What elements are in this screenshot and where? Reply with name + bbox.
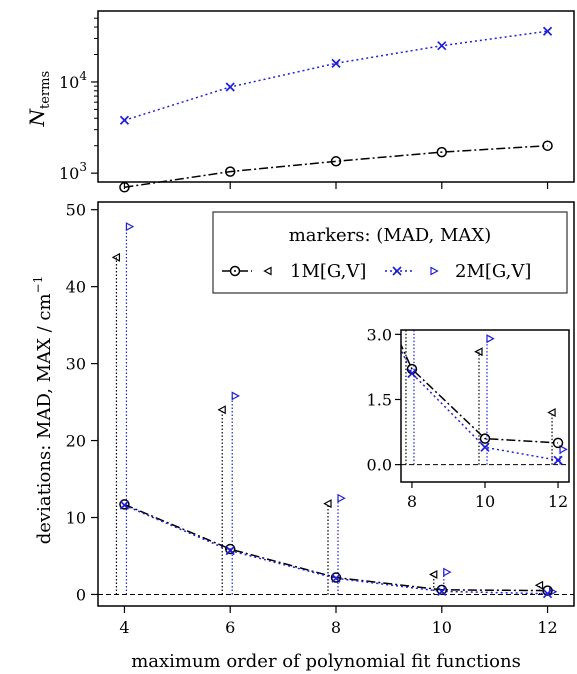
main-1M-max-marker [217, 405, 226, 415]
inset-1M-max-marker [474, 347, 483, 357]
main-ytick-label: 40 [66, 278, 86, 297]
legend-1M-label: 1M[G,V] [290, 261, 366, 282]
inset-2M-mad-marker [553, 455, 563, 465]
top-2M-marker [119, 115, 130, 125]
inset-1M-mad-line [401, 343, 559, 444]
main-1M-mad-marker [436, 584, 448, 596]
inset-2M-max-marker [486, 334, 495, 344]
legend-title: markers: (MAD, MAX) [289, 225, 492, 246]
main-1M-mad-marker [224, 543, 236, 555]
top-series-1M-line [124, 144, 548, 189]
main-ytick-label: 10 [66, 509, 86, 528]
main-xtick-label: 12 [537, 618, 557, 637]
main-2M-max-marker [125, 222, 135, 232]
legend-2M-label: 2M[G,V] [455, 261, 531, 282]
main-ytick-label: 30 [66, 355, 86, 374]
main-ytick-label: 20 [66, 432, 86, 451]
main-axes-frame [97, 201, 575, 607]
inset-axes-frame [400, 329, 570, 483]
inset-xtick-label: 8 [407, 492, 417, 511]
inset-ytick-label: 3.0 [367, 325, 392, 344]
legend-1M-triangle-marker [263, 266, 272, 276]
main-1M-max-marker [429, 569, 438, 579]
inset-2M-max-marker [559, 444, 568, 454]
inset-background [401, 330, 569, 482]
main-ylabel: deviations: MAD, MAX / cm−1 [31, 276, 55, 545]
top-1M-marker [542, 140, 553, 151]
main-2M-mad-marker [331, 573, 341, 583]
main-2M-mad-marker [119, 500, 130, 510]
main-xtick-label: 10 [432, 618, 452, 637]
top-1M-marker [330, 156, 342, 167]
top-1M-marker [436, 146, 448, 158]
main-1M-mad-marker [330, 572, 342, 583]
top-2M-marker [225, 82, 235, 92]
main-xlabel: maximum order of polynomial fit function… [131, 651, 521, 672]
legend-box [212, 211, 568, 294]
inset-2M-mad-marker [480, 442, 490, 452]
main-1M-mad-marker [542, 585, 553, 596]
inset-1M-max-marker [547, 408, 556, 418]
top-1M-marker [224, 166, 236, 177]
inset-xtick-label: 12 [548, 492, 568, 511]
top-series-2M-line [124, 30, 548, 122]
main-2M-mad-marker [542, 589, 553, 599]
main-2M-max-marker [337, 493, 346, 503]
inset-ytick-label: 0.0 [367, 456, 392, 475]
main-xtick-label: 4 [119, 618, 129, 637]
main-1M-max-marker [323, 499, 332, 509]
inset-xtick-label: 10 [475, 492, 495, 511]
legend-2M-cross-marker [392, 266, 402, 276]
top-ylabel: Nterms [25, 71, 53, 128]
main-2M-mad-marker [225, 545, 235, 556]
main-2M-mad-marker [437, 586, 447, 596]
legend-1M-circle-marker [229, 265, 241, 277]
top-ytick-label: 103 [59, 160, 87, 183]
main-1M-mad-marker [119, 499, 130, 510]
top-2M-marker [331, 58, 341, 68]
inset-plot-area [401, 330, 569, 466]
main-ytick-label: 50 [66, 201, 86, 220]
main-xtick-label: 8 [331, 618, 341, 637]
main-2M-max-marker [443, 567, 452, 577]
inset-ytick-label: 1.5 [367, 390, 392, 409]
top-ytick-label: 104 [59, 69, 87, 92]
legend-2M-triangle-marker [430, 266, 439, 276]
inset-1M-mad-marker [552, 437, 564, 449]
main-1M-max-marker [534, 580, 544, 590]
top-axes-frame [97, 10, 575, 183]
inset-2M-mad-marker [407, 368, 417, 379]
top-1M-marker [119, 182, 130, 193]
inset-1M-mad-marker [479, 433, 491, 444]
main-1M-max-marker [111, 252, 121, 262]
top-2M-marker [542, 26, 553, 36]
main-2M-mad-line [124, 504, 548, 595]
main-xtick-label: 6 [225, 618, 235, 637]
main-ytick-label: 0 [76, 585, 86, 604]
main-2M-max-marker [231, 391, 240, 401]
top-2M-marker [437, 41, 447, 51]
